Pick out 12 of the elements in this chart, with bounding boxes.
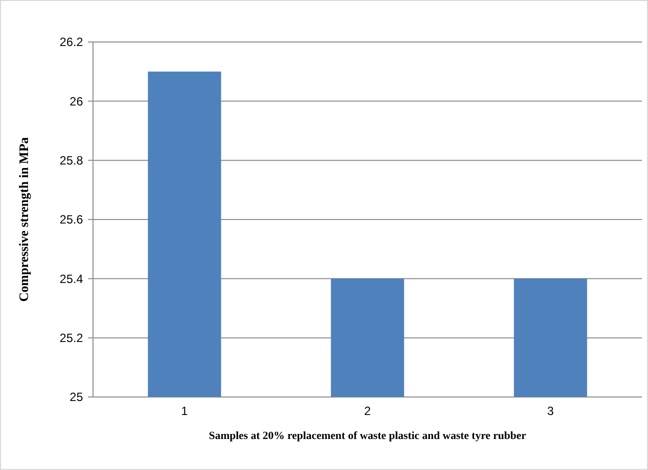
y-tick-label: 26 bbox=[70, 94, 84, 108]
y-tick-label: 25 bbox=[70, 390, 84, 404]
y-tick-label: 25.2 bbox=[60, 331, 84, 346]
x-tick-label: 1 bbox=[181, 404, 188, 418]
y-tick-label: 25.8 bbox=[60, 154, 84, 168]
y-tick-label: 25.4 bbox=[60, 272, 84, 286]
y-tick-label: 26.2 bbox=[60, 35, 84, 50]
x-tick-label: 2 bbox=[364, 404, 372, 418]
y-tick-label: 25.6 bbox=[60, 212, 84, 227]
x-axis-title: Samples at 20% replacement of waste plastic and waste tyre rubber bbox=[208, 430, 526, 442]
y-axis-title: Compressive strength in MPa bbox=[16, 136, 31, 302]
x-tick-label: 3 bbox=[547, 404, 554, 418]
